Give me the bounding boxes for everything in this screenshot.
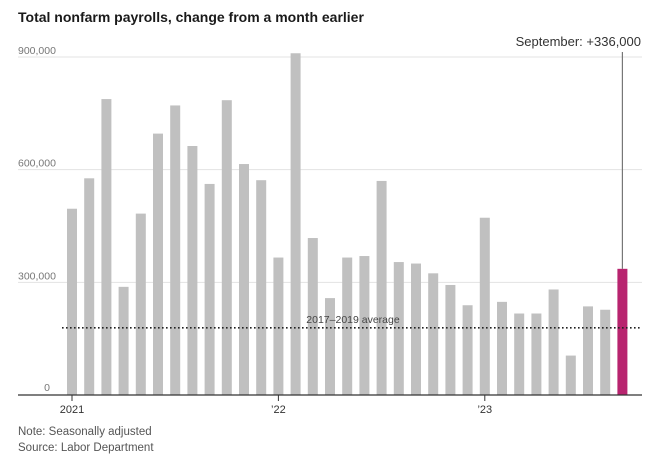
bar [376,180,387,395]
bar [325,298,335,395]
bar [290,53,301,395]
bar [135,213,146,395]
bar [600,309,611,395]
bar [273,257,284,395]
bar [187,146,198,395]
bar [153,133,163,395]
bar [445,284,456,395]
y-tick-label: 900,000 [18,45,56,57]
bar [307,238,318,395]
bar [462,305,473,395]
average-label: 2017–2019 average [306,314,400,326]
y-tick-label: 0 [44,382,50,394]
bar [342,257,353,395]
bar [239,164,249,395]
y-tick-label: 600,000 [18,158,56,170]
bar [565,355,576,395]
bar [170,105,181,396]
x-tick-label: 2021 [60,404,84,416]
average-reference: 2017–2019 average [62,314,642,329]
gridlines [18,56,642,283]
bar [84,178,95,395]
y-axis-ticks: 0 300,000 600,000 900,000 [18,45,56,394]
bar [531,313,542,395]
callout-label: September: +336,000 [516,34,641,49]
bar [411,263,421,395]
bar [221,100,232,395]
bar [256,180,267,395]
x-tick-label: ’22 [271,404,286,416]
bar [204,183,215,395]
chart-title: Total nonfarm payrolls, change from a mo… [18,9,364,25]
bar-highlighted [617,268,628,395]
bars [67,53,628,396]
bar [359,256,370,395]
bar [497,301,507,395]
bar [428,273,439,395]
bar [101,99,112,395]
bar [514,313,525,395]
note-text: Note: Seasonally adjusted [18,426,152,438]
x-axis-ticks: 2021 ’22 ’23 [60,395,492,416]
bar [67,208,77,395]
y-tick-label: 300,000 [18,270,56,282]
source-text: Source: Labor Department [18,442,154,454]
bar [118,286,129,395]
bar [583,306,593,395]
bar [548,289,559,395]
x-tick-label: ’23 [477,404,492,416]
bar [479,217,490,395]
callout: September: +336,000 [516,34,641,269]
